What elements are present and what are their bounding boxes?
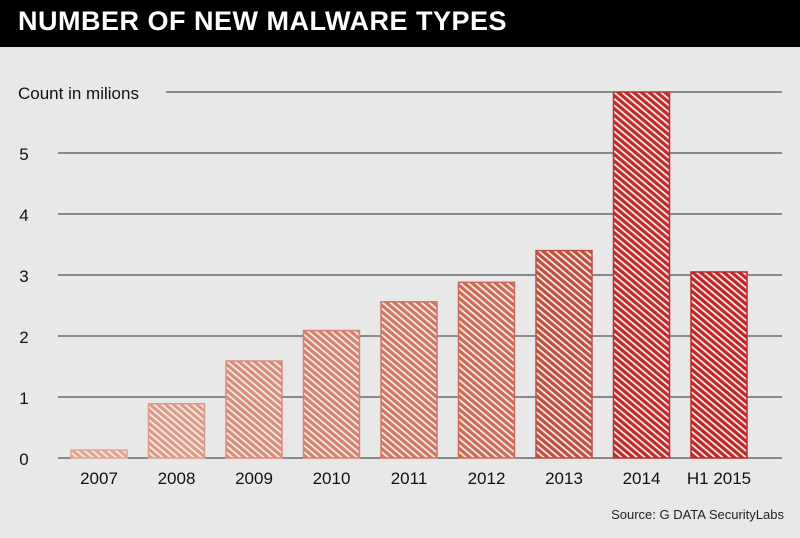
y-tick-label: 1	[19, 389, 28, 408]
bar	[612, 91, 671, 459]
bar-2008	[147, 402, 206, 459]
x-tick-label: 2010	[313, 469, 351, 488]
bar	[690, 271, 748, 459]
bar-2011	[380, 301, 438, 459]
x-tick-label: 2008	[158, 469, 196, 488]
x-tick-label: 2009	[235, 469, 273, 488]
bar-2013	[535, 249, 593, 459]
bar	[302, 329, 361, 459]
title-bar: NUMBER OF NEW MALWARE TYPES	[0, 0, 800, 47]
x-tick-label: 2007	[80, 469, 118, 488]
bar	[457, 281, 516, 459]
y-tick-label: 4	[19, 206, 28, 225]
bar	[147, 402, 206, 459]
y-axis-label: Count in milions	[18, 84, 139, 103]
bar-h1-2015	[690, 271, 748, 459]
chart-title: NUMBER OF NEW MALWARE TYPES	[18, 6, 508, 36]
bar	[70, 449, 128, 459]
bar-2012	[457, 281, 516, 459]
y-tick-label: 3	[19, 267, 28, 286]
y-tick-label: 0	[19, 450, 28, 469]
y-tick-label: 2	[19, 328, 28, 347]
x-tick-label: 2014	[623, 469, 661, 488]
x-tick-label: 2012	[468, 469, 506, 488]
y-tick-label: 5	[19, 145, 28, 164]
x-tick-label: 2013	[545, 469, 583, 488]
x-tick-label: H1 2015	[687, 469, 751, 488]
bar-2009	[225, 360, 283, 459]
bar	[225, 360, 283, 459]
bar-2007	[70, 449, 128, 459]
x-tick-label: 2011	[391, 469, 428, 488]
bar-2010	[302, 329, 361, 459]
bar	[380, 301, 438, 459]
bar-2014	[612, 91, 671, 459]
source-note: Source: G DATA SecurityLabs	[611, 507, 784, 522]
bar	[535, 249, 593, 459]
